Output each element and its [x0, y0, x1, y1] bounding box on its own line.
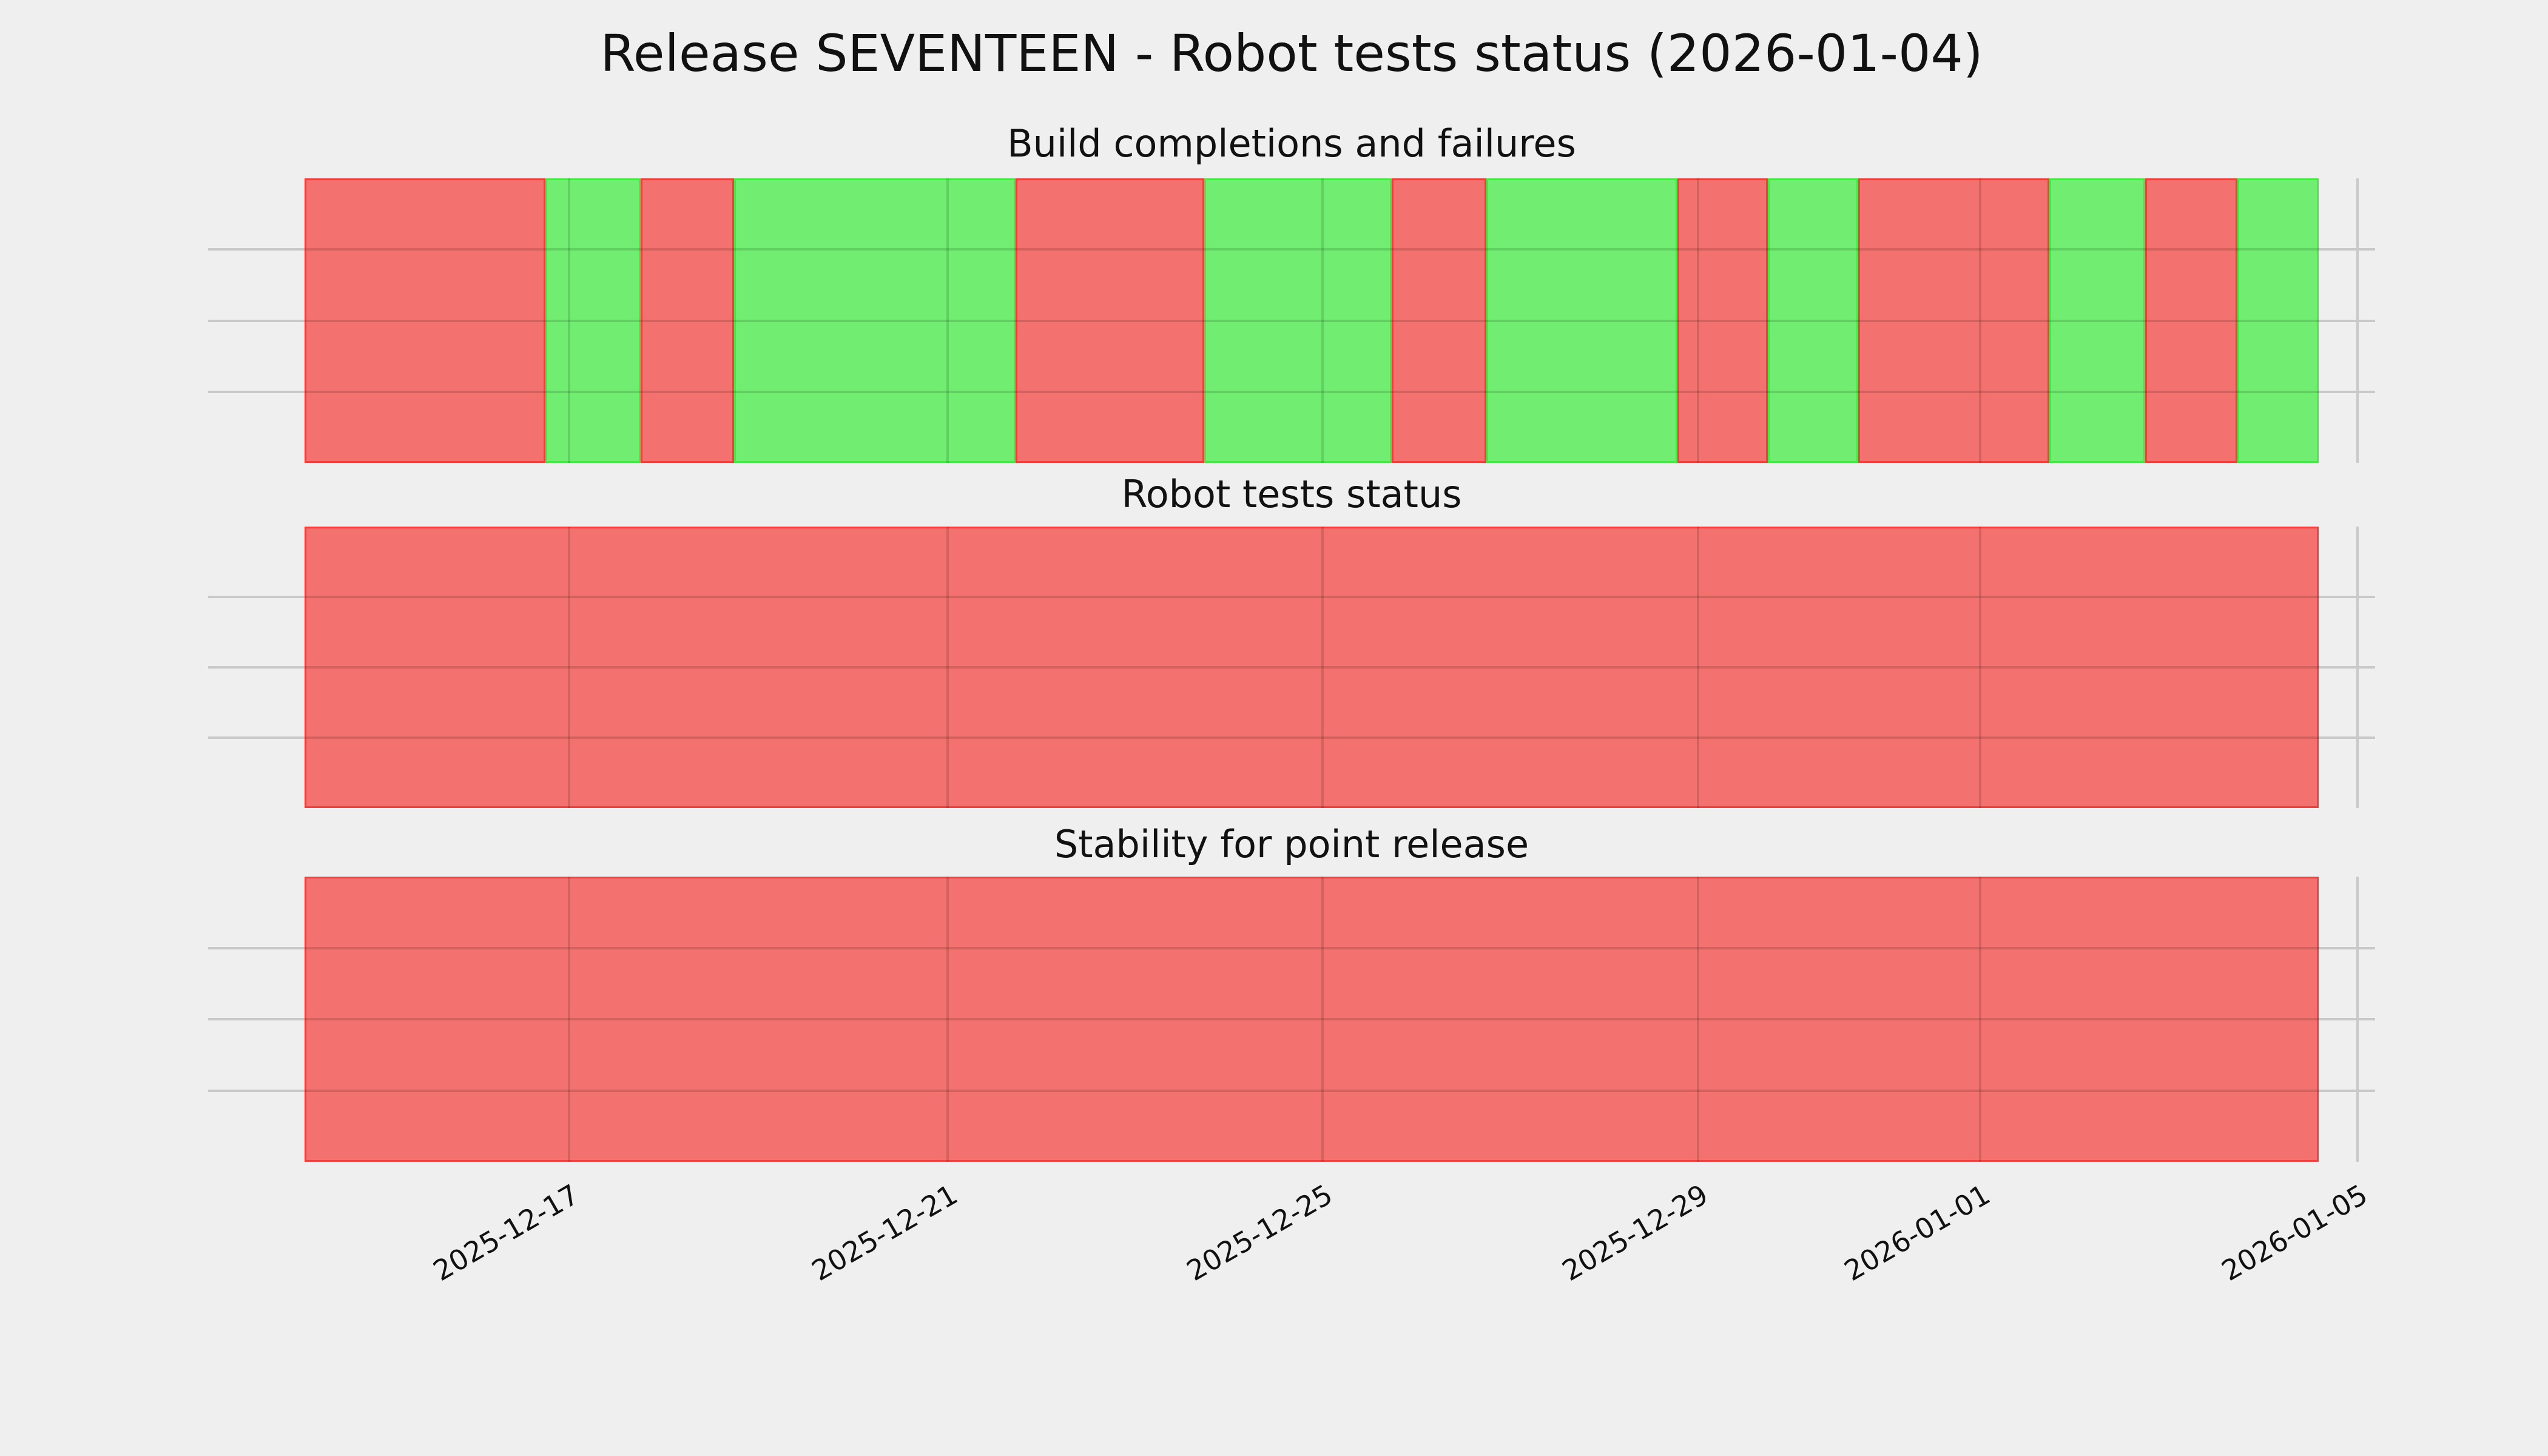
grid-line-vertical-over-bar — [1697, 877, 1700, 1162]
grid-line-vertical-over-bar — [1697, 527, 1700, 808]
grid-line-vertical-over-bar — [1321, 527, 1324, 808]
grid-line-vertical-over-bar — [1697, 178, 1700, 463]
bar-segment-pass — [734, 178, 1016, 463]
grid-line-horizontal-over-bar — [305, 666, 2319, 669]
panel-axes-stability — [208, 877, 2375, 1162]
x-tick-label: 2025-12-21 — [806, 1178, 963, 1287]
x-tick-label: 2026-01-05 — [2216, 1178, 2373, 1287]
grid-line-vertical-over-bar — [1321, 178, 1324, 463]
bar-segment-fail — [305, 527, 2319, 808]
grid-line-vertical-over-bar — [946, 178, 949, 463]
panel-axes-robot-tests — [208, 527, 2375, 808]
grid-line-vertical-over-bar — [1321, 877, 1324, 1162]
grid-line-horizontal-over-bar — [305, 319, 2319, 322]
x-tick-label: 2025-12-17 — [427, 1178, 584, 1287]
panel-title-build-completions: Build completions and failures — [1007, 121, 1576, 166]
grid-line-vertical — [2356, 527, 2359, 808]
grid-line-horizontal-over-bar — [305, 248, 2319, 251]
grid-line-vertical-over-bar — [567, 178, 570, 463]
bar-segment-fail — [305, 877, 2319, 1162]
grid-line-vertical-over-bar — [946, 877, 949, 1162]
grid-line-vertical — [2356, 178, 2359, 463]
bar-segment-fail — [2145, 178, 2237, 463]
panel-axes-build-completions — [208, 178, 2375, 463]
x-tick-label: 2025-12-29 — [1556, 1178, 1713, 1287]
bar-segment-fail — [1016, 178, 1205, 463]
grid-line-vertical — [2356, 877, 2359, 1162]
bar-segment-pass — [545, 178, 641, 463]
grid-line-vertical-over-bar — [1979, 178, 1982, 463]
panel-title-robot-tests: Robot tests status — [1121, 472, 1462, 516]
grid-line-vertical-over-bar — [567, 877, 570, 1162]
grid-line-vertical-over-bar — [1979, 877, 1982, 1162]
bar-segment-pass — [1204, 178, 1392, 463]
grid-line-horizontal-over-bar — [305, 390, 2319, 393]
status-bar — [305, 877, 2319, 1162]
bar-segment-fail — [1677, 178, 1768, 463]
grid-line-vertical-over-bar — [946, 527, 949, 808]
x-tick-label: 2025-12-25 — [1181, 1178, 1338, 1287]
bar-segment-pass — [1767, 178, 1858, 463]
bar-segment-fail — [1392, 178, 1486, 463]
bar-segment-pass — [2237, 178, 2319, 463]
x-tick-label: 2026-01-01 — [1838, 1178, 1995, 1287]
grid-line-vertical-over-bar — [1979, 527, 1982, 808]
bar-segment-fail — [641, 178, 735, 463]
grid-line-horizontal-over-bar — [305, 1018, 2319, 1020]
status-bar — [305, 178, 2319, 463]
grid-line-horizontal-over-bar — [305, 1089, 2319, 1092]
panel-title-stability: Stability for point release — [1054, 822, 1529, 866]
bar-segment-pass — [1486, 178, 1678, 463]
bar-segment-pass — [2049, 178, 2145, 463]
grid-line-vertical-over-bar — [567, 527, 570, 808]
grid-line-horizontal-over-bar — [305, 946, 2319, 949]
bar-segment-fail — [305, 178, 546, 463]
bar-segment-fail — [1858, 178, 2050, 463]
status-bar — [305, 527, 2319, 808]
figure-title: Release SEVENTEEN - Robot tests status (… — [600, 24, 1983, 83]
grid-line-horizontal-over-bar — [305, 736, 2319, 739]
grid-line-horizontal-over-bar — [305, 596, 2319, 598]
